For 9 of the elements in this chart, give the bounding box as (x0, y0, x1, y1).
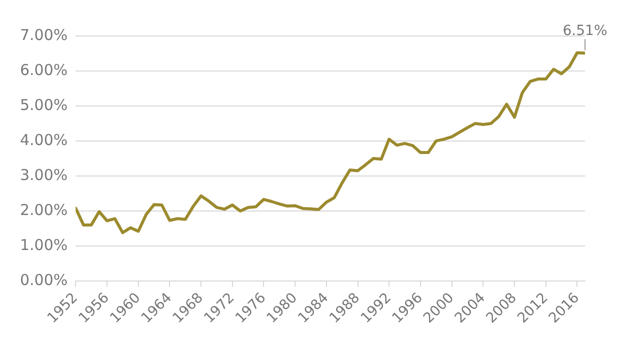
y-tick-label: 6.00% (20, 60, 68, 79)
y-tick-label: 3.00% (20, 166, 68, 184)
y-tick-label: 2.00% (20, 200, 68, 219)
y-tick-label: 1.00% (20, 236, 68, 254)
y-tick-label: 5.00% (20, 96, 68, 114)
y-tick-label: 4.00% (20, 130, 68, 149)
y-tick-label: 7.00% (20, 26, 68, 44)
annotation: 6.51% (562, 22, 608, 39)
y-tick-label: 0.00% (20, 270, 68, 289)
